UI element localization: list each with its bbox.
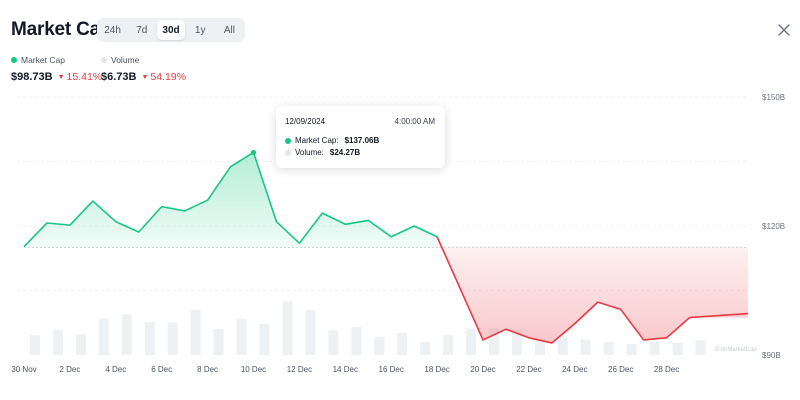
volume-dot-icon — [101, 57, 107, 63]
volume-bar — [489, 328, 499, 355]
chart-tooltip: 12/09/2024 4:00:00 AM Market Cap: $137.0… — [276, 106, 445, 168]
y-tick-label: $150B — [762, 93, 785, 102]
x-tick-label: 18 Dec — [424, 365, 449, 374]
volume-bar — [328, 330, 339, 355]
market-cap-dot-icon — [285, 137, 291, 144]
volume-bar — [30, 335, 40, 355]
volume-bar — [144, 322, 155, 355]
volume-stat: $6.73B ▼ 54.19% — [101, 71, 186, 83]
volume-dot-icon — [285, 149, 291, 156]
volume-bar — [213, 329, 224, 355]
tab-1y[interactable]: 1y — [194, 24, 206, 36]
volume-bar — [305, 309, 316, 355]
volume-bar — [351, 326, 362, 355]
volume-bar — [121, 314, 132, 355]
volume-bar — [672, 342, 683, 355]
market-cap-line-up — [23, 151, 438, 248]
tooltip-date: 12/09/2024 — [285, 117, 326, 126]
x-tick-label: 30 Nov — [11, 365, 36, 374]
volume-bar — [397, 333, 408, 355]
volume-change-value: 54.19% — [150, 71, 187, 83]
market-cap-area-down — [437, 236, 748, 343]
volume-bar — [443, 335, 454, 355]
volume-change: ▼ 54.19% — [141, 71, 186, 83]
volume-bar — [75, 334, 86, 355]
tooltip-market-cap-label: Market Cap: — [295, 136, 339, 145]
volume-bar — [466, 329, 477, 355]
volume-bar — [580, 339, 591, 355]
x-tick-label: 24 Dec — [562, 365, 587, 374]
volume-bar — [511, 330, 522, 355]
market-cap-change-value: 15.41% — [66, 71, 103, 83]
volume-bar — [167, 322, 178, 355]
market-cap-change: ▼ 15.41% — [58, 71, 103, 83]
market-cap-dot-icon — [11, 57, 17, 63]
tooltip-volume-label: Volume: — [295, 148, 324, 157]
volume-bar — [420, 341, 431, 355]
x-tick-label: 28 Dec — [654, 365, 679, 374]
volume-bar — [695, 340, 706, 355]
volume-bar — [259, 323, 270, 355]
tab-7d[interactable]: 7d — [136, 24, 148, 36]
page-title: Market Cap — [11, 19, 112, 40]
x-tick-label: 8 Dec — [197, 365, 218, 374]
market-cap-value: $98.73B — [11, 71, 53, 83]
y-tick-label: $120B — [762, 222, 785, 231]
watermark: CoinMarketCap — [715, 347, 757, 353]
volume-value: $6.73B — [101, 71, 137, 83]
volume-bar — [282, 301, 293, 355]
volume-bar — [534, 338, 545, 355]
market-cap-area-up — [24, 152, 438, 248]
tab-30d[interactable]: 30d — [157, 20, 185, 40]
x-tick-label: 2 Dec — [59, 365, 80, 374]
x-tick-label: 12 Dec — [287, 365, 312, 374]
x-tick-label: 16 Dec — [379, 365, 404, 374]
x-tick-label: 4 Dec — [105, 365, 126, 374]
volume-bar — [649, 341, 660, 355]
tooltip-time: 4:00:00 AM — [394, 117, 435, 126]
range-tabs: 24h 7d 30d 1y All — [97, 18, 245, 42]
y-tick-label: $90B — [762, 351, 781, 360]
tooltip-market-cap-row: Market Cap: $137.06B — [285, 136, 379, 145]
volume-label: Volume — [111, 55, 140, 65]
volume-bar — [603, 341, 614, 355]
caret-down-icon: ▼ — [141, 73, 149, 81]
market-cap-label: Market Cap — [21, 55, 65, 65]
market-cap-stat: $98.73B ▼ 15.41% — [11, 71, 102, 83]
volume-legend[interactable]: Volume — [101, 55, 139, 65]
volume-bar — [98, 318, 109, 355]
x-tick-label: 22 Dec — [516, 365, 541, 374]
tooltip-volume-value: $24.27B — [329, 148, 361, 157]
x-tick-label: 6 Dec — [151, 365, 172, 374]
x-tick-label: 10 Dec — [241, 365, 266, 374]
market-cap-line-down — [436, 236, 749, 344]
market-cap-legend[interactable]: Market Cap — [11, 55, 65, 65]
x-tick-label: 20 Dec — [470, 365, 495, 374]
x-tick-label: 26 Dec — [608, 365, 633, 374]
volume-bar — [190, 309, 201, 355]
caret-down-icon: ▼ — [57, 73, 65, 81]
tooltip-volume-row: Volume: $24.27B — [285, 148, 360, 157]
volume-bar — [374, 336, 385, 355]
volume-bar — [626, 344, 637, 355]
volume-bar — [52, 329, 63, 355]
volume-bar — [557, 337, 568, 355]
tab-24h[interactable]: 24h — [104, 24, 121, 36]
volume-bar — [236, 318, 247, 355]
tooltip-market-cap-value: $137.06B — [344, 136, 380, 145]
x-tick-label: 14 Dec — [333, 365, 358, 374]
close-icon[interactable] — [776, 22, 792, 38]
hover-point — [250, 149, 257, 156]
tab-all[interactable]: All — [223, 24, 235, 36]
